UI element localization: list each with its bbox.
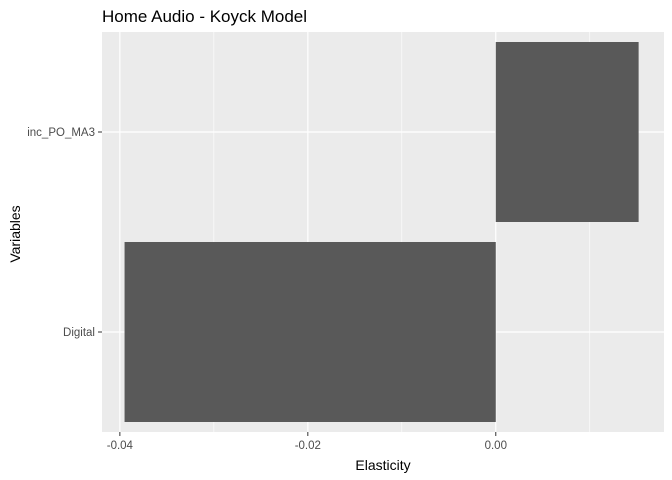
x-tick-label: 0.00 — [485, 440, 507, 452]
x-axis-title: Elasticity — [355, 457, 410, 473]
x-tick-label: -0.02 — [295, 440, 321, 452]
x-tick-label: -0.04 — [107, 440, 134, 452]
bar-inc-po-ma3 — [495, 42, 639, 222]
y-tick-label: Digital — [63, 327, 95, 339]
y-axis-title: Variables — [7, 205, 23, 262]
bar-digital — [124, 242, 496, 422]
x-axis: -0.04 -0.02 0.00 — [107, 432, 507, 452]
y-axis: Digital inc_PO_MA3 — [27, 127, 102, 339]
chart-title: Home Audio - Koyck Model — [102, 7, 307, 26]
bars — [124, 42, 639, 422]
y-tick-label: inc_PO_MA3 — [27, 127, 95, 139]
